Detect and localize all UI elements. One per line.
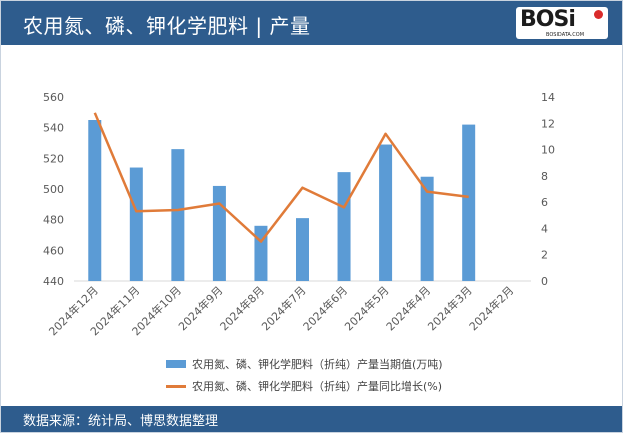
bar [296,218,309,281]
legend-bar-label: 农用氮、磷、钾化学肥料（折纯）产量当期值(万吨) [192,358,443,371]
footer-bar: 数据来源：统计局、博思数据整理 [1,406,622,432]
y-right-tick-label: 2 [541,249,548,262]
legend-bar-swatch [166,360,186,368]
bosi-logo: BOSi BOSIDATA.COM [516,7,608,39]
x-tick-label: 2024年2月 [466,283,516,333]
y-left-tick-label: 440 [43,275,64,288]
y-left-tick-label: 520 [43,152,64,165]
bar [171,149,185,281]
y-right-tick-label: 6 [541,196,548,209]
y-left-tick-label: 500 [43,183,64,196]
logo-dot-icon [594,10,603,19]
bar [129,167,143,281]
bar [212,185,226,281]
y-left-tick-label: 540 [43,122,64,135]
y-right-tick-label: 14 [541,91,555,104]
y-left-tick-label: 480 [43,214,64,227]
bar [337,172,351,281]
y-right-tick-label: 12 [541,117,555,130]
chart-plot: 440460480500520540560024681012142024年12月… [43,91,555,338]
line-series [93,112,469,243]
legend-line-label: 农用氮、磷、钾化学肥料（折纯）产量同比增长(%) [192,380,443,393]
header-bar: 农用氮、磷、钾化学肥料 | 产量 BOSi BOSIDATA.COM [1,1,622,45]
bar [462,124,476,281]
y-right-tick-label: 10 [541,144,555,157]
bar [88,120,102,281]
chart-title: 农用氮、磷、钾化学肥料 | 产量 [23,14,311,38]
y-right-tick-label: 8 [541,170,548,183]
bar [420,176,434,281]
logo-text: BOSi [520,7,576,32]
legend-line-swatch [166,385,186,388]
y-right-tick-label: 4 [541,222,548,235]
logo-subtext: BOSIDATA.COM [546,32,585,38]
y-right-tick-label: 0 [541,275,548,288]
y-left-tick-label: 460 [43,244,64,257]
data-source: 数据来源：统计局、博思数据整理 [23,414,219,429]
y-left-tick-label: 560 [43,91,64,104]
bar [379,144,393,281]
